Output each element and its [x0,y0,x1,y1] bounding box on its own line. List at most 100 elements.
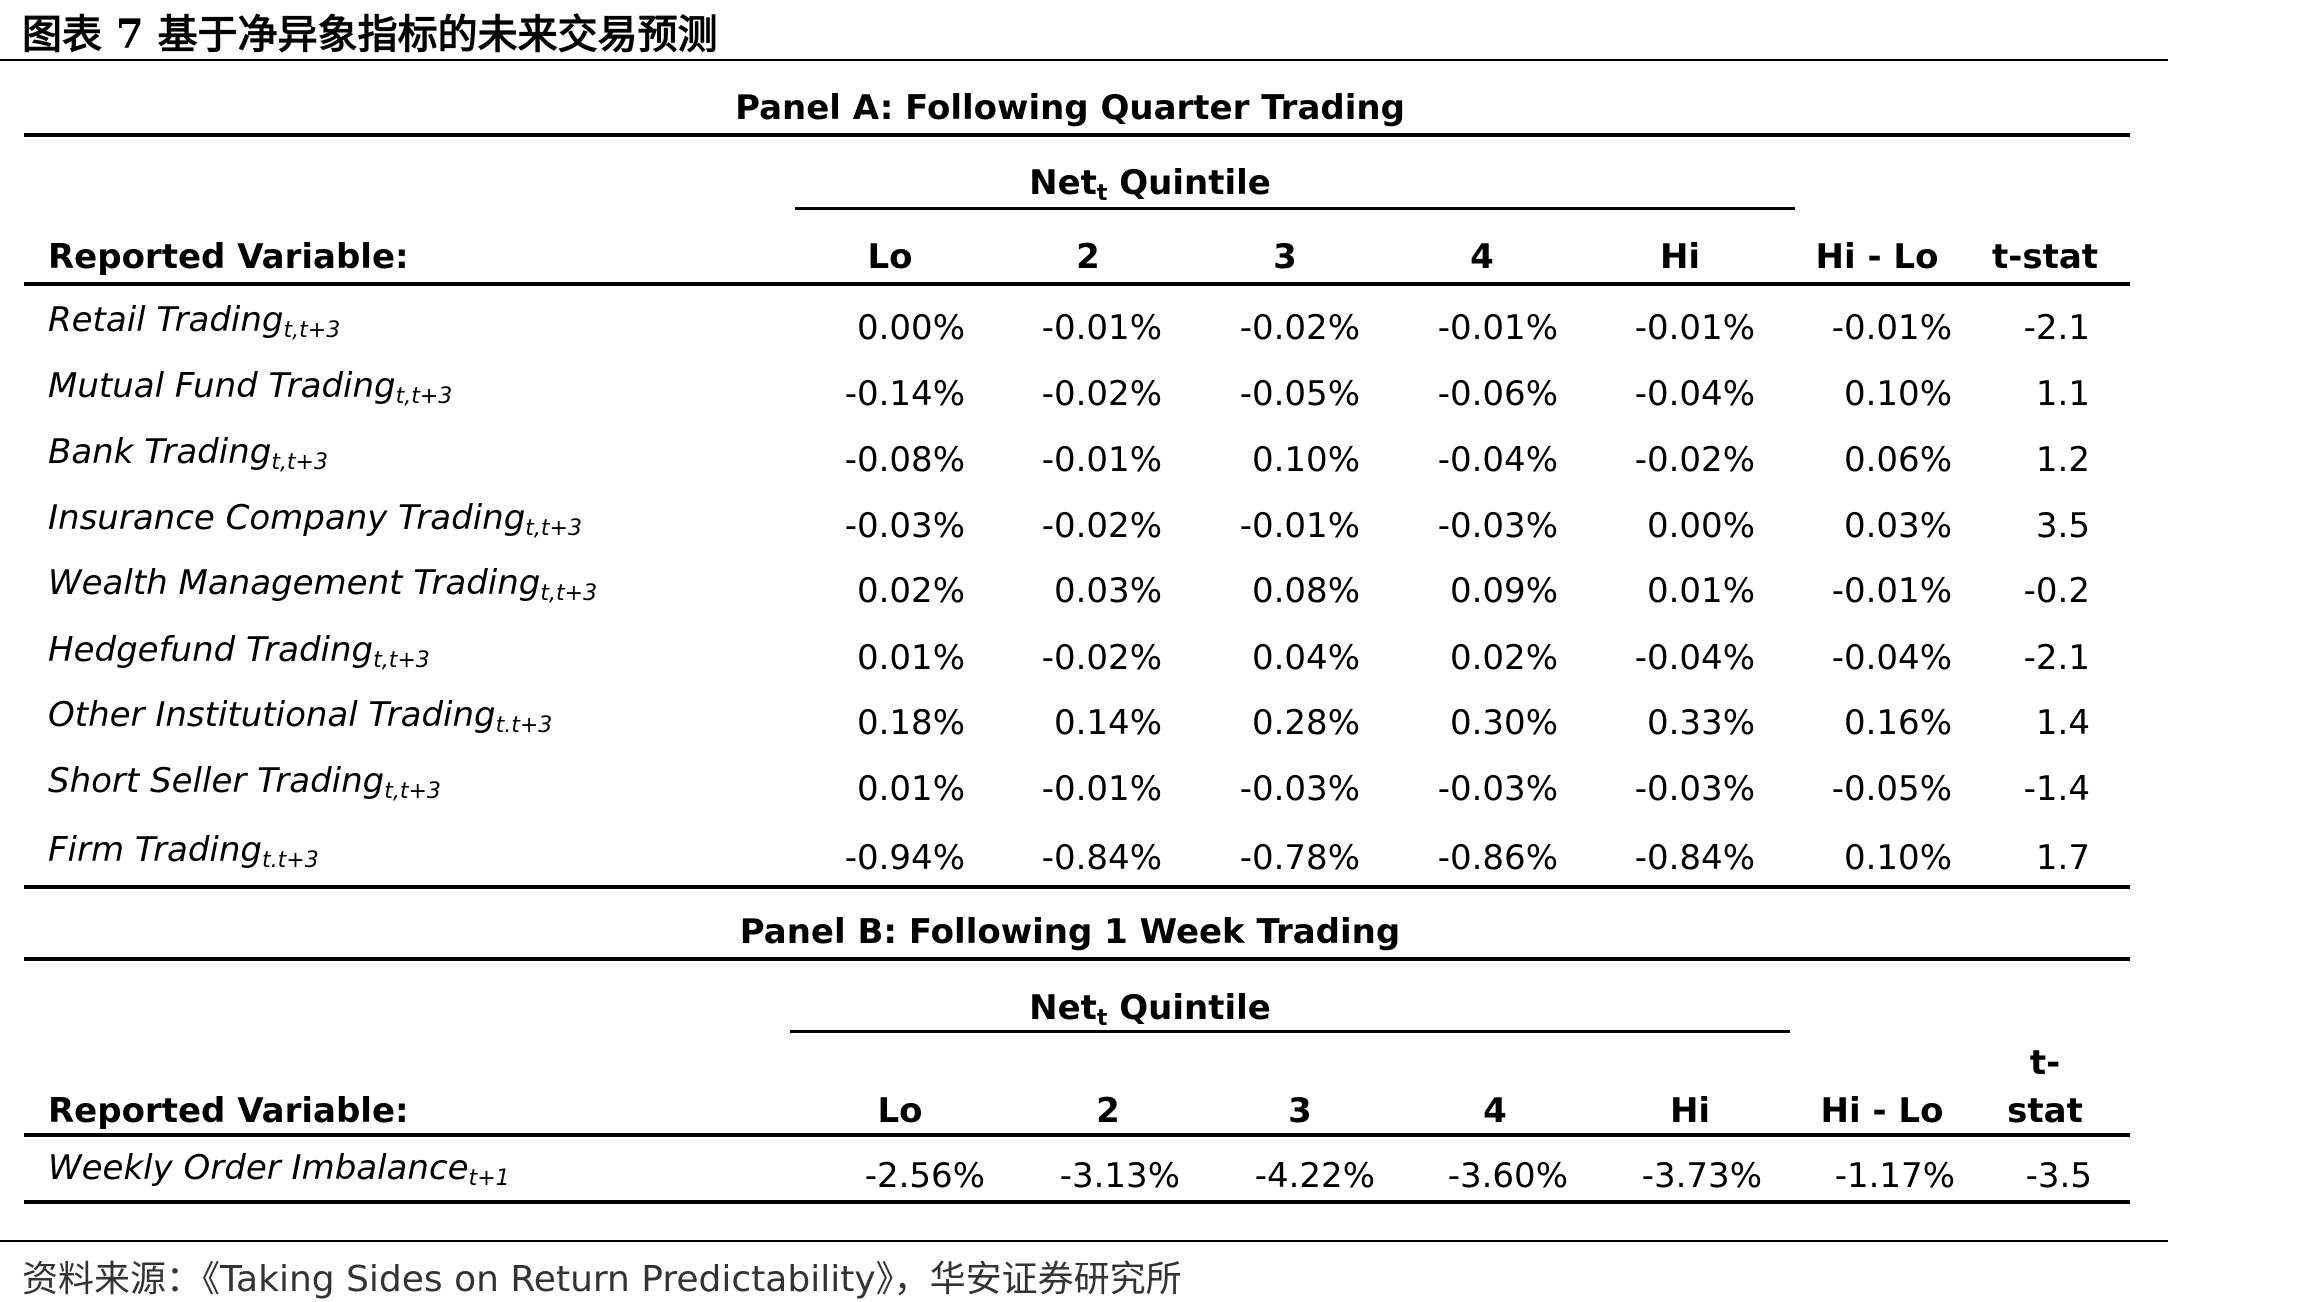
panel-b-row-header: Reported Variable: [48,1091,409,1131]
panel-b-top-rule [24,957,2130,961]
row-label-text: Bank Trading [48,432,272,472]
table-cell: 1.1 [2035,374,2090,414]
table-cell: 0.00% [856,308,965,348]
table-cell: -0.05% [1831,769,1952,809]
row-label: Bank Tradingt,t+3 [48,432,328,475]
table-cell: -0.08% [844,440,965,480]
figure-title: 图表 7 基于净异象指标的未来交易预测 [22,11,718,58]
panel-a-top-rule [24,133,2130,137]
table-cell: -0.01% [1831,571,1952,611]
panel_b-col-header: Lo [877,1091,923,1131]
row-label-subscript: t,t+3 [271,450,328,475]
row-label-subscript: t,t+3 [283,318,341,343]
table-cell: -2.1 [2023,308,2090,348]
table-cell: 0.10% [1251,440,1360,480]
panel_b-col-header: 2 [1096,1091,1120,1131]
table-cell: -0.03% [844,506,965,546]
table-cell: -3.60% [1447,1156,1568,1196]
row-label: Firm Tradingt.t+3 [48,830,319,873]
row-label: Mutual Fund Tradingt,t+3 [48,366,452,409]
table-cell: -0.01% [1041,308,1162,348]
table-cell: -0.84% [1041,838,1162,878]
panel-b-quintile-header: Nett Quintile [1029,988,1271,1031]
table-cell: -0.2 [2023,571,2090,611]
panel-b-quintile-rule [790,1030,1790,1033]
row-label-text: Firm Trading [48,830,263,870]
row-label: Wealth Management Tradingt,t+3 [48,563,597,606]
table-cell: -0.01% [1041,769,1162,809]
table-cell: -0.86% [1437,838,1558,878]
table-cell: -3.13% [1059,1156,1180,1196]
table-cell: -0.04% [1634,638,1755,678]
panel_b-col-header: 4 [1483,1091,1507,1131]
table-cell: -2.1 [2023,638,2090,678]
row-label-subscript: t+1 [468,1166,510,1191]
row-label-text: Weekly Order Imbalance [48,1148,469,1188]
table-cell: 0.10% [1843,374,1952,414]
table-cell: -0.02% [1041,638,1162,678]
table-cell: 0.08% [1251,571,1360,611]
table-cell: -0.04% [1437,440,1558,480]
table-cell: -0.03% [1634,769,1755,809]
table-cell: -0.02% [1634,440,1755,480]
table-cell: 0.28% [1251,703,1360,743]
table-cell: -1.17% [1834,1156,1955,1196]
table-cell: 0.01% [856,769,965,809]
table-cell: -2.56% [864,1156,985,1196]
row-label-text: Insurance Company Trading [48,498,526,538]
table-cell: 0.01% [856,638,965,678]
row-label: Short Seller Tradingt,t+3 [48,761,441,804]
table-cell: 3.5 [2035,506,2090,546]
panel_a-col-header: Hi - Lo [1815,237,1939,277]
panel_a-col-header: Hi [1659,237,1701,277]
table-cell: 0.16% [1843,703,1952,743]
panel-a-header-rule [24,282,2130,286]
panel-a-title: Panel A: Following Quarter Trading [735,88,1405,128]
table-cell: 1.7 [2035,838,2090,878]
row-label: Insurance Company Tradingt,t+3 [48,498,582,541]
table-cell: -3.73% [1641,1156,1762,1196]
panel-a-row-header: Reported Variable: [48,237,409,277]
table-cell: -0.84% [1634,838,1755,878]
panel-a-bottom-rule [24,885,2130,889]
table-cell: -0.04% [1831,638,1952,678]
panel_b-col-header: 3 [1288,1091,1312,1131]
row-label: Other Institutional Tradingt.t+3 [48,695,552,738]
row-label: Weekly Order Imbalancet+1 [48,1148,510,1191]
panel-b-bottom-rule [24,1200,2130,1204]
table-cell: 0.09% [1449,571,1558,611]
row-label-subscript: t,t+3 [384,779,441,804]
panel-a-quintile-rule [795,207,1795,210]
table-cell: -0.02% [1041,506,1162,546]
panel-a-quintile-header: Nett Quintile [1029,163,1271,206]
table-cell: -0.03% [1239,769,1360,809]
table-cell: -4.22% [1254,1156,1375,1196]
table-cell: 0.06% [1843,440,1952,480]
panel_a-col-header: 4 [1470,237,1494,277]
table-cell: 0.03% [1053,571,1162,611]
row-label-subscript: t,t+3 [540,581,598,606]
row-label-text: Short Seller Trading [48,761,385,801]
table-cell: -0.02% [1239,308,1360,348]
table-cell: 0.18% [856,703,965,743]
table-cell: 0.01% [1646,571,1755,611]
table-cell: -1.4 [2023,769,2090,809]
panel-b-tstat-header-line1: t- [2029,1043,2061,1083]
table-cell: 0.14% [1053,703,1162,743]
row-label: Retail Tradingt,t+3 [48,300,340,343]
table-cell: -0.94% [844,838,965,878]
row-label-text: Other Institutional Trading [48,695,496,735]
panel_b-col-header: Hi [1669,1091,1711,1131]
table-cell: -0.01% [1239,506,1360,546]
panel-b-tstat-header-line2: stat [2007,1091,2083,1131]
table-cell: -0.01% [1634,308,1755,348]
panel_a-col-header: 3 [1273,237,1297,277]
panel_a-col-header: 2 [1076,237,1100,277]
panel_b-col-header: Hi - Lo [1820,1091,1944,1131]
table-cell: 0.33% [1646,703,1755,743]
panel_a-col-header: Lo [867,237,913,277]
table-cell: 1.4 [2035,703,2090,743]
table-cell: -0.03% [1437,506,1558,546]
table-cell: 1.2 [2035,440,2090,480]
table-cell: 0.02% [856,571,965,611]
